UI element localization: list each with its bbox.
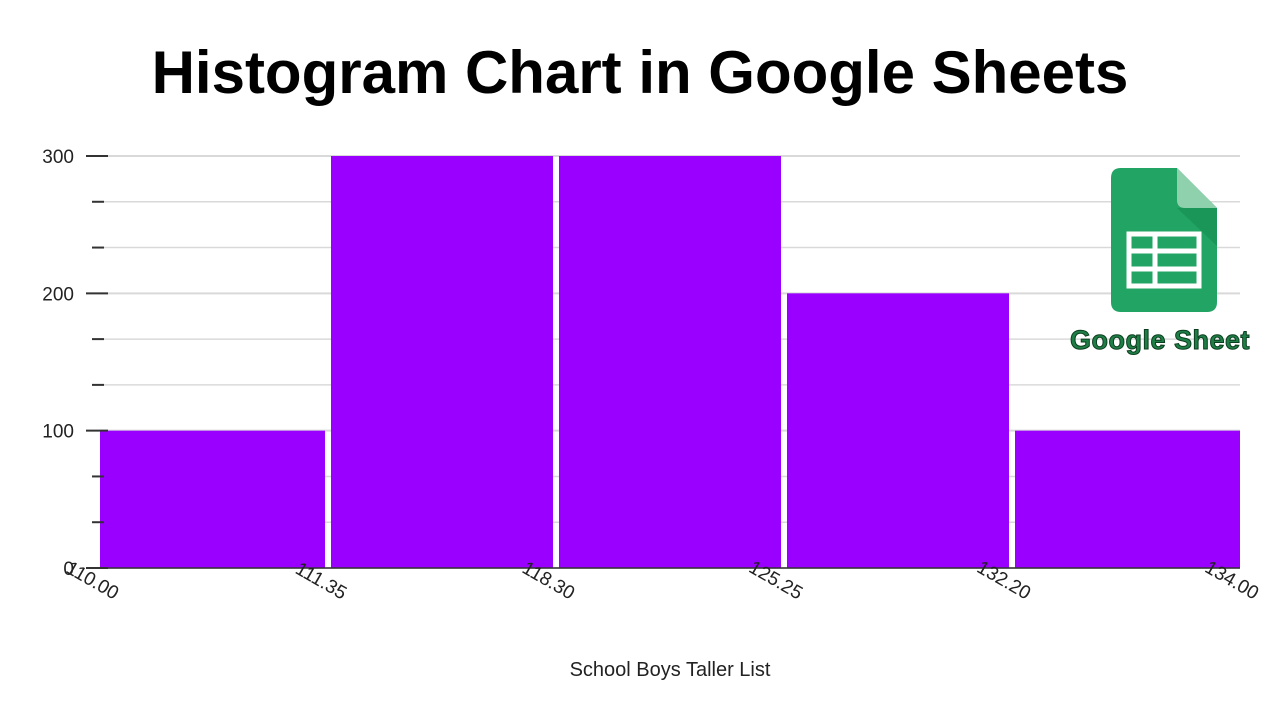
histogram-bar: [100, 430, 325, 568]
bars: [100, 156, 1240, 568]
chart-title: Histogram Chart in Google Sheets: [151, 39, 1129, 106]
logo-caption: Google Sheet: [1069, 325, 1251, 356]
y-tick-label: 100: [42, 422, 74, 443]
histogram-bar: [787, 293, 1009, 568]
google-sheets-icon: [1111, 168, 1217, 312]
y-tick-label: 0: [63, 559, 74, 580]
x-axis-title: School Boys Taller List: [570, 659, 771, 681]
histogram-bar: [559, 156, 781, 568]
y-axis: 0 100 200 300: [42, 147, 108, 580]
histogram-bar: [331, 156, 553, 568]
y-tick-label: 200: [42, 284, 74, 305]
histogram-bar: [1015, 430, 1240, 568]
y-tick-label: 300: [42, 147, 74, 168]
